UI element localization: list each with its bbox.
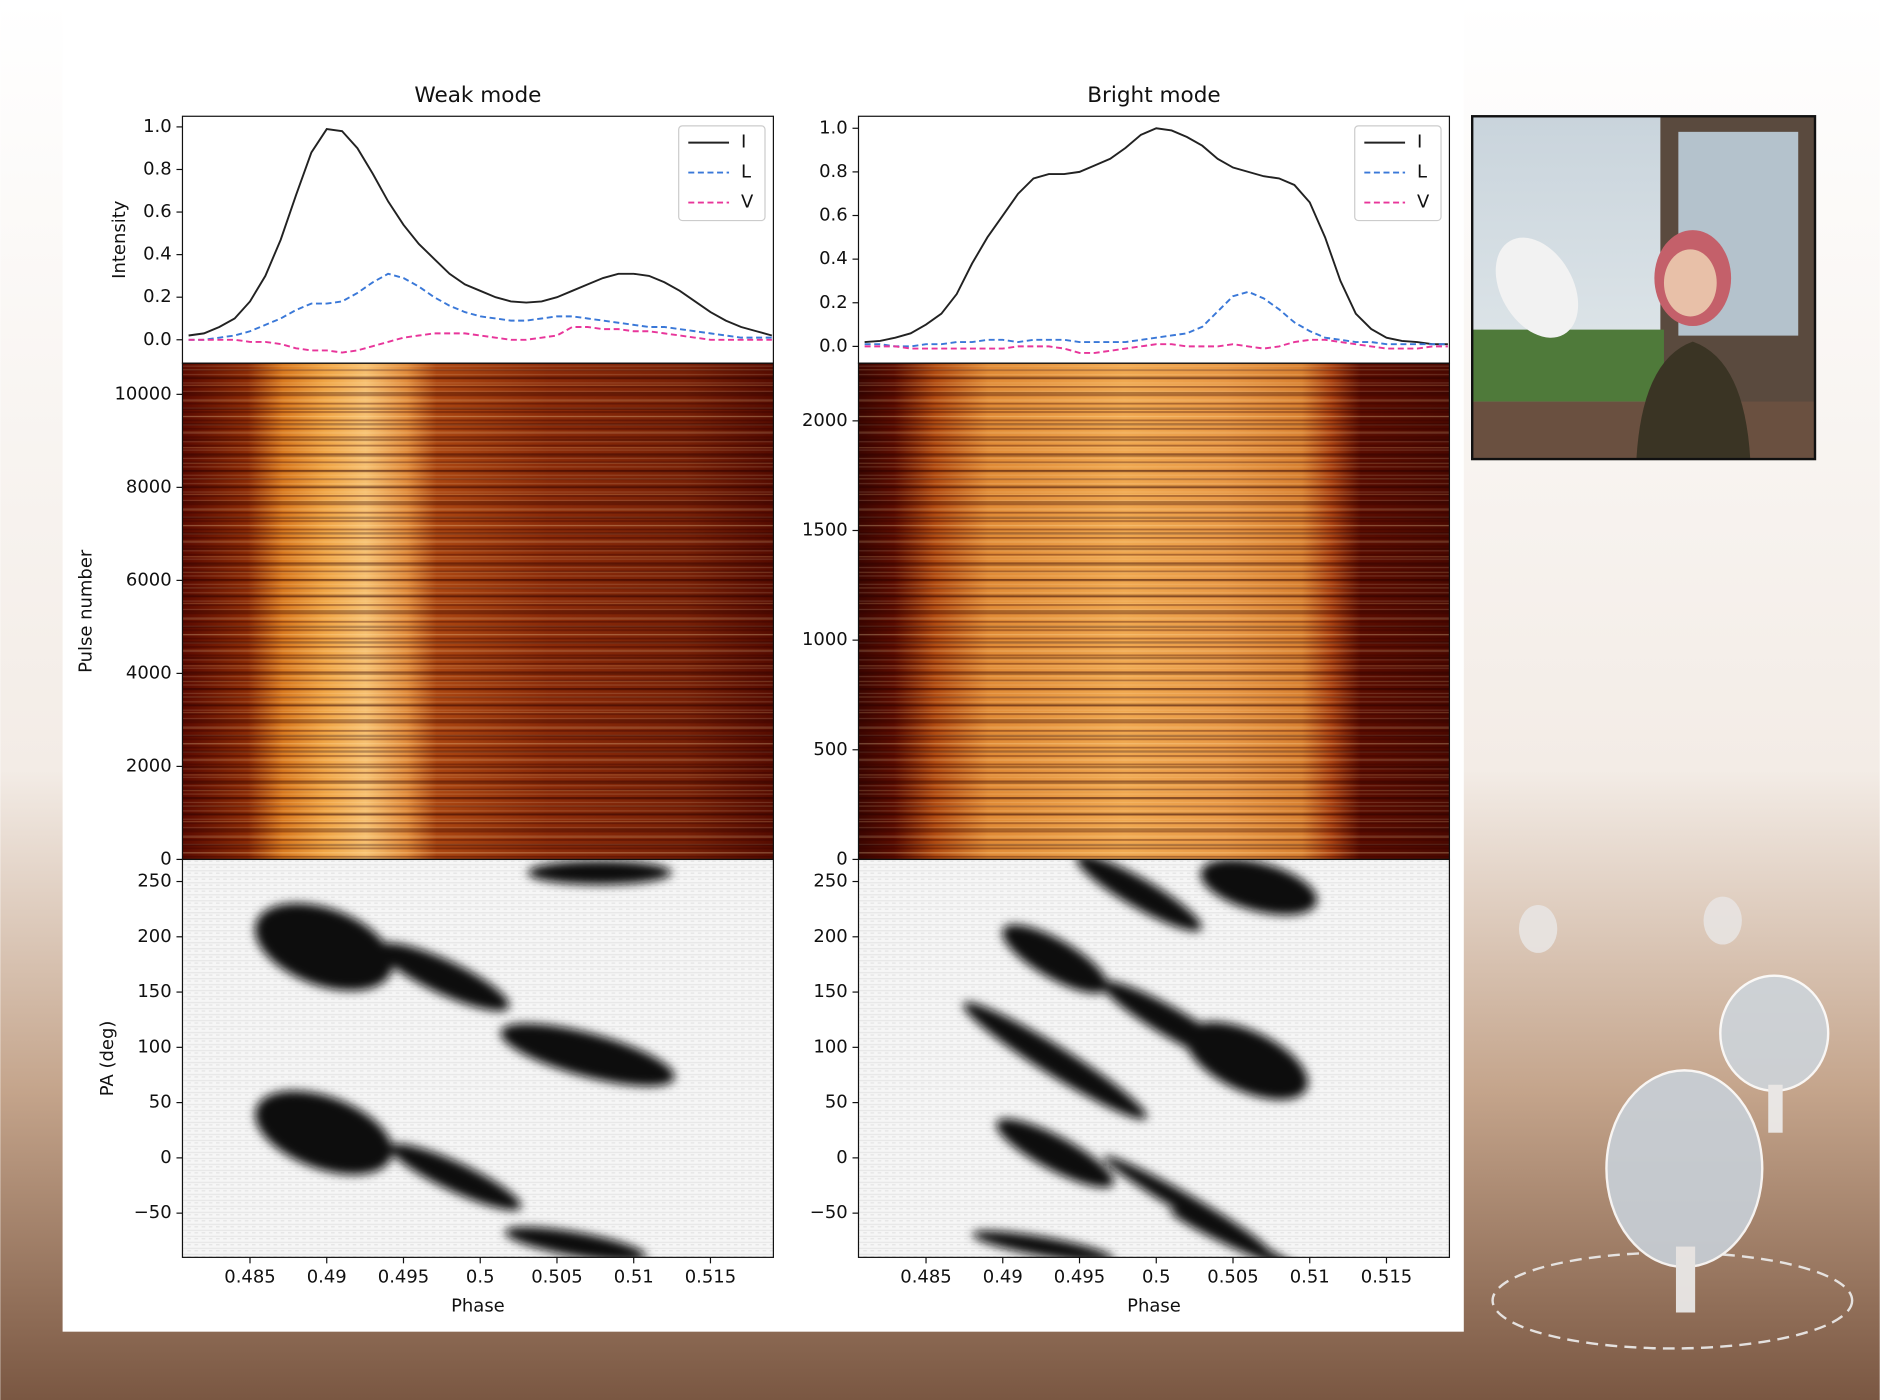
x-tick-label: 0.49 xyxy=(983,1267,1023,1288)
y-tick-label: 0 xyxy=(160,848,171,869)
x-tick-label: 0.5 xyxy=(1142,1267,1171,1288)
x-tick-label: 0.5 xyxy=(466,1267,495,1288)
y-tick-label: 0.2 xyxy=(143,286,172,307)
y-tick-label: 10000 xyxy=(115,383,172,404)
y-tick-label: 0.0 xyxy=(819,335,848,356)
photo xyxy=(1470,115,1817,461)
y-tick-label: −50 xyxy=(134,1202,172,1223)
series-line xyxy=(188,128,773,337)
pa-image xyxy=(182,859,1450,1258)
y-tick-label: 100 xyxy=(137,1036,171,1057)
y-tick-label: 0.8 xyxy=(143,158,172,179)
background-dishes xyxy=(1491,896,1854,1350)
x-tick-label: 0.495 xyxy=(378,1267,429,1288)
x-tick-label: 0.515 xyxy=(1361,1267,1412,1288)
y-tick-label: 0.8 xyxy=(819,161,848,182)
x-axis-label: Phase xyxy=(1127,1296,1181,1317)
series-line xyxy=(864,338,1448,354)
chart-title: Weak mode xyxy=(414,83,541,108)
x-tick-label: 0.51 xyxy=(614,1267,654,1288)
y-axis-label: Intensity xyxy=(109,200,130,279)
legend-label: L xyxy=(741,162,751,183)
y-tick-label: −50 xyxy=(810,1202,848,1223)
legend-label: V xyxy=(741,192,754,213)
y-axis-label: Pulse number xyxy=(76,549,97,673)
y-tick-label: 1500 xyxy=(802,519,848,540)
y-tick-label: 0 xyxy=(836,848,847,869)
series-line xyxy=(864,290,1448,348)
y-tick-label: 150 xyxy=(813,981,847,1002)
series-line xyxy=(188,272,772,341)
legend-label: I xyxy=(1417,132,1422,153)
legend-label: I xyxy=(741,132,746,153)
y-tick-label: 50 xyxy=(825,1092,848,1113)
y-tick-label: 0.4 xyxy=(819,248,848,269)
y-tick-label: 8000 xyxy=(126,476,172,497)
x-tick-label: 0.515 xyxy=(685,1267,736,1288)
chart-title: Bright mode xyxy=(1087,83,1220,108)
y-tick-label: 6000 xyxy=(126,569,172,590)
y-tick-label: 1000 xyxy=(802,629,848,650)
y-axis-label: PA (deg) xyxy=(97,1021,118,1097)
y-tick-label: 200 xyxy=(137,926,171,947)
y-tick-label: 0.2 xyxy=(819,292,848,313)
x-tick-label: 0.49 xyxy=(307,1267,347,1288)
y-tick-label: 1.0 xyxy=(143,116,172,137)
legend-label: V xyxy=(1417,192,1430,213)
series-line xyxy=(188,326,772,354)
y-tick-label: 250 xyxy=(137,871,171,892)
y-tick-label: 0 xyxy=(160,1147,171,1168)
axes-frame xyxy=(857,858,1451,1258)
y-tick-label: 0.0 xyxy=(143,329,172,350)
legend-label: L xyxy=(1417,162,1427,183)
y-tick-label: 0.4 xyxy=(143,244,172,265)
y-tick-label: 4000 xyxy=(126,662,172,683)
y-tick-label: 100 xyxy=(813,1036,847,1057)
x-tick-label: 0.485 xyxy=(900,1267,951,1288)
y-tick-label: 1.0 xyxy=(819,117,848,138)
x-tick-label: 0.505 xyxy=(531,1267,582,1288)
series-line xyxy=(864,127,1448,346)
y-tick-label: 50 xyxy=(149,1092,172,1113)
axes-frame xyxy=(181,858,774,1258)
y-tick-label: 150 xyxy=(137,981,171,1002)
y-tick-label: 200 xyxy=(813,926,847,947)
x-tick-label: 0.495 xyxy=(1054,1267,1105,1288)
x-tick-label: 0.485 xyxy=(224,1267,275,1288)
y-tick-label: 500 xyxy=(813,739,847,760)
x-axis-label: Phase xyxy=(451,1296,505,1317)
y-tick-label: 2000 xyxy=(126,755,172,776)
y-tick-label: 250 xyxy=(813,871,847,892)
y-tick-label: 2000 xyxy=(802,410,848,431)
x-tick-label: 0.505 xyxy=(1207,1267,1258,1288)
y-tick-label: 0.6 xyxy=(819,205,848,226)
pulse-stack-image xyxy=(182,363,1450,860)
y-tick-label: 0.6 xyxy=(143,201,172,222)
x-tick-label: 0.51 xyxy=(1290,1267,1330,1288)
y-tick-label: 0 xyxy=(836,1147,847,1168)
